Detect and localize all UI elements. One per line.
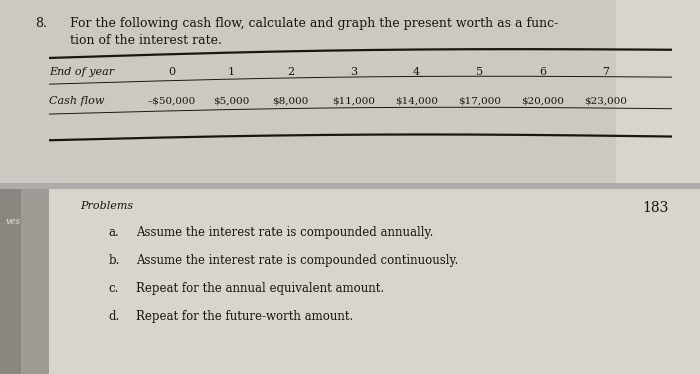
- Text: tion of the interest rate.: tion of the interest rate.: [70, 34, 222, 47]
- Text: Repeat for the future-worth amount.: Repeat for the future-worth amount.: [136, 310, 354, 324]
- Text: 6: 6: [539, 67, 546, 77]
- Text: 183: 183: [642, 201, 668, 215]
- Text: $17,000: $17,000: [458, 96, 501, 105]
- Text: 7: 7: [602, 67, 609, 77]
- Text: Assume the interest rate is compounded annually.: Assume the interest rate is compounded a…: [136, 226, 434, 239]
- Text: $20,000: $20,000: [521, 96, 564, 105]
- Text: 5: 5: [476, 67, 483, 77]
- Text: a.: a.: [108, 226, 119, 239]
- Text: 0: 0: [168, 67, 175, 77]
- Bar: [0, 183, 700, 189]
- Text: 3: 3: [350, 67, 357, 77]
- Text: $8,000: $8,000: [272, 96, 309, 105]
- Text: End of year: End of year: [49, 67, 114, 77]
- Text: $11,000: $11,000: [332, 96, 375, 105]
- Text: Repeat for the annual equivalent amount.: Repeat for the annual equivalent amount.: [136, 282, 384, 295]
- Bar: [21, 189, 49, 374]
- Text: Problems: Problems: [80, 201, 134, 211]
- Text: $5,000: $5,000: [213, 96, 249, 105]
- Text: c.: c.: [108, 282, 119, 295]
- Text: ves: ves: [6, 217, 21, 226]
- Bar: [616, 0, 700, 187]
- Text: $14,000: $14,000: [395, 96, 438, 105]
- Bar: [0, 189, 49, 374]
- Text: –$50,000: –$50,000: [148, 96, 195, 105]
- Text: 8.: 8.: [35, 17, 47, 30]
- Bar: [49, 189, 700, 374]
- Text: 1: 1: [228, 67, 234, 77]
- Bar: [0, 0, 700, 187]
- Text: Cash flow: Cash flow: [49, 96, 104, 106]
- Text: 4: 4: [413, 67, 420, 77]
- Text: d.: d.: [108, 310, 120, 324]
- Text: 2: 2: [287, 67, 294, 77]
- Text: Assume the interest rate is compounded continuously.: Assume the interest rate is compounded c…: [136, 254, 459, 267]
- Text: For the following cash flow, calculate and graph the present worth as a func-: For the following cash flow, calculate a…: [70, 17, 559, 30]
- Text: b.: b.: [108, 254, 120, 267]
- Text: $23,000: $23,000: [584, 96, 627, 105]
